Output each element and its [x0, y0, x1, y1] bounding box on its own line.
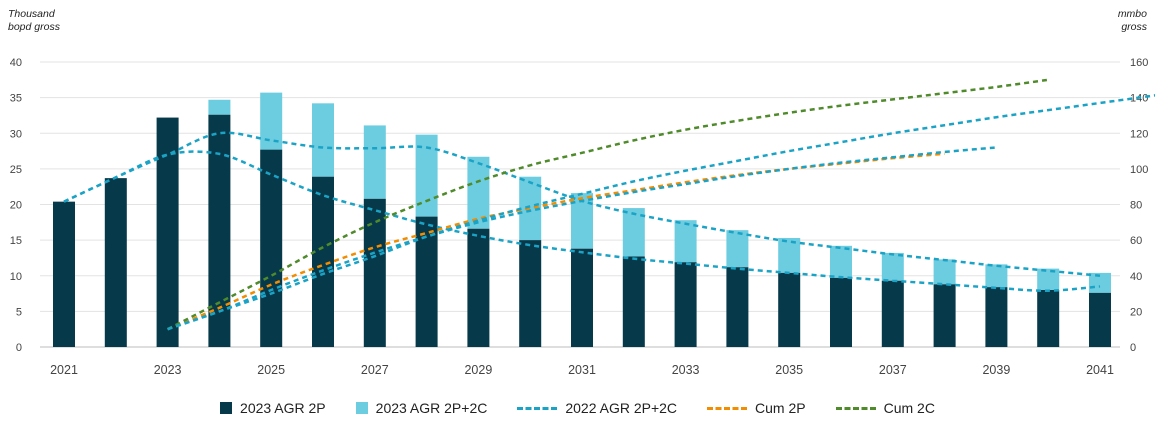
y-axis-right-title: mmbo gross	[1117, 8, 1147, 33]
bar-2023-agr-2p-2c	[260, 92, 283, 150]
bar-2023-agr-2p-2c	[622, 208, 645, 257]
bar-2023-agr-2p	[881, 280, 904, 347]
bar-2023-agr-2p	[104, 178, 127, 347]
legend-swatch	[707, 406, 748, 410]
bar-2023-agr-2p	[933, 284, 956, 347]
bar-2023-agr-2p	[260, 149, 283, 347]
bar-2023-agr-2p	[1037, 290, 1060, 347]
bar-2023-agr-2p	[156, 117, 179, 347]
y-tick-label-right: 0	[1130, 342, 1136, 354]
x-tick-label: 2023	[154, 363, 182, 377]
chart-legend: 2023 AGR 2P 2023 AGR 2P+2C 2022 AGR 2P+2…	[0, 400, 1155, 416]
y-tick-label-left: 30	[10, 128, 22, 140]
bar-2023-agr-2p	[415, 216, 438, 347]
legend-swatch	[220, 402, 233, 414]
bar-2023-agr-2p-2c	[467, 156, 490, 229]
legend-swatch	[517, 406, 558, 410]
legend-item-2022-agr-2p-2c: 2022 AGR 2P+2C	[517, 400, 677, 416]
bar-2023-agr-2p-2c	[208, 99, 231, 115]
bar-2023-agr-2p-2c	[1089, 272, 1111, 293]
x-tick-label: 2039	[982, 363, 1010, 377]
y-tick-label-right: 20	[1130, 306, 1142, 318]
bar-2023-agr-2p	[467, 228, 490, 347]
bar-2023-agr-2p	[208, 114, 231, 347]
y-tick-label-left: 15	[10, 235, 22, 247]
y-tick-label-left: 35	[10, 93, 22, 105]
legend-item-2023-agr-2p-2c: 2023 AGR 2P+2C	[355, 400, 488, 416]
y-axis-left-title: Thousand bopd gross	[8, 8, 60, 33]
legend-item-2023-agr-2p: 2023 AGR 2P	[220, 400, 326, 416]
bar-2023-agr-2p-2c	[674, 220, 697, 263]
bar-2023-agr-2p	[726, 267, 749, 347]
y-tick-label-left: 20	[10, 200, 22, 212]
legend-label: 2023 AGR 2P+2C	[375, 400, 488, 416]
y-tick-label-left: 40	[10, 57, 22, 69]
bar-2023-agr-2p-2c	[933, 259, 956, 285]
bar-2023-agr-2p-2c	[1037, 268, 1060, 290]
x-tick-label: 2037	[879, 363, 907, 377]
bar-2023-agr-2p-2c	[881, 252, 904, 281]
chart-canvas: 0510152025303540020406080100120140160202…	[10, 57, 1155, 377]
bar-2023-agr-2p	[1089, 292, 1111, 347]
legend-label: Cum 2P	[755, 400, 806, 416]
y-tick-label-left: 5	[16, 306, 22, 318]
line-2022-agr-2p-2c-lower-	[63, 150, 1101, 292]
bar-2023-agr-2p	[985, 287, 1008, 347]
line-cum-2p-2022-	[167, 146, 997, 331]
y-tick-label-right: 160	[1130, 57, 1148, 69]
bar-2023-agr-2p-2c	[726, 230, 749, 268]
y-tick-label-right: 60	[1130, 235, 1142, 247]
x-tick-label: 2027	[361, 363, 389, 377]
bar-2023-agr-2p	[622, 256, 645, 347]
bar-2023-agr-2p	[830, 277, 852, 347]
bar-2023-agr-2p	[519, 240, 542, 347]
bar-2023-agr-2p	[363, 198, 386, 347]
bar-2023-agr-2p-2c	[985, 264, 1008, 288]
bar-2023-agr-2p	[53, 201, 75, 347]
legend-label: 2022 AGR 2P+2C	[565, 400, 678, 416]
line-cum-2p-2c-2022-	[167, 94, 1155, 331]
bar-2023-agr-2p	[778, 272, 801, 347]
x-tick-label: 2035	[775, 363, 803, 377]
legend-swatch	[835, 406, 876, 410]
x-tick-label: 2029	[464, 363, 492, 377]
bar-2023-agr-2p-2c	[519, 176, 542, 241]
legend-swatch	[355, 402, 368, 414]
bar-2023-agr-2p	[674, 262, 697, 347]
bar-2023-agr-2p	[312, 176, 334, 347]
y-tick-label-right: 100	[1130, 164, 1148, 176]
x-tick-label: 2031	[568, 363, 596, 377]
bar-2023-agr-2p-2c	[571, 193, 593, 249]
y-tick-label-left: 25	[10, 164, 22, 176]
legend-item-cum-2c: Cum 2C	[835, 400, 935, 416]
legend-item-cum-2p: Cum 2P	[707, 400, 806, 416]
y-tick-label-right: 40	[1130, 271, 1142, 283]
line-cum-2c	[167, 78, 1049, 331]
y-tick-label-right: 120	[1130, 128, 1148, 140]
bar-2023-agr-2p-2c	[778, 237, 801, 273]
y-tick-label-right: 80	[1130, 200, 1142, 212]
legend-label: 2023 AGR 2P	[240, 400, 326, 416]
bar-2023-agr-2p-2c	[415, 134, 438, 217]
bar-2023-agr-2p	[571, 248, 593, 347]
x-tick-label: 2033	[672, 363, 700, 377]
x-tick-label: 2025	[257, 363, 285, 377]
x-tick-label: 2021	[50, 363, 78, 377]
line-cum-2p	[167, 152, 945, 331]
bar-2023-agr-2p-2c	[363, 125, 386, 199]
y-tick-label-left: 0	[16, 342, 22, 354]
x-tick-label: 2041	[1086, 363, 1114, 377]
bar-2023-agr-2p-2c	[312, 103, 334, 177]
bar-2023-agr-2p-2c	[830, 245, 852, 278]
legend-label: Cum 2C	[883, 400, 935, 416]
y-tick-label-left: 10	[10, 271, 22, 283]
